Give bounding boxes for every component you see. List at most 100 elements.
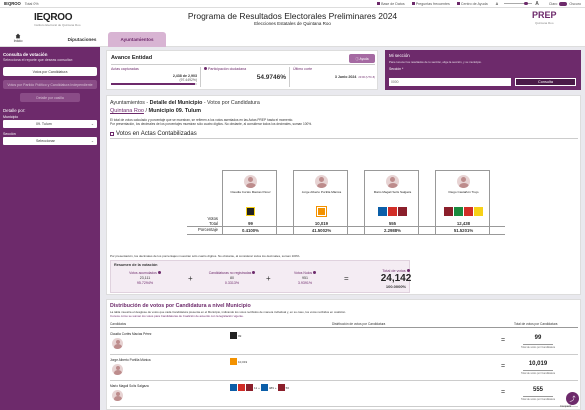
share-button[interactable]: ⤴ — [566, 392, 579, 405]
theme-label: Claro — [548, 1, 558, 6]
page-title: Programa de Resultados Electorales Preli… — [187, 11, 398, 21]
candidate-votes: 99 — [248, 221, 253, 226]
candidate-card: Diego Castañón Trejo 12,438 51.5201% — [435, 170, 490, 235]
seccion-select[interactable]: Seleccionar ⌄ — [3, 137, 97, 145]
party-logo — [444, 207, 453, 216]
col-candidatos: Candidatos — [110, 322, 127, 326]
top-brand: IEQROO — [4, 1, 21, 6]
link-preguntas[interactable]: Preguntas frecuentes — [411, 2, 450, 6]
party-logo — [378, 207, 387, 216]
row-candidate-name: Jorge Alberto Portilla Mánica — [110, 358, 151, 362]
info-icon[interactable] — [252, 271, 256, 274]
municipio-select[interactable]: 09. Tulum ⌄ — [3, 120, 97, 128]
candidate-card: Jorge Alberto Portilla Mánica 10,019 41.… — [293, 170, 348, 235]
font-size-slider[interactable] — [504, 1, 533, 6]
row-breakdown: 11 + 489 + 56 — [230, 384, 289, 391]
table-row: Mario Magali Solís Salgaza 11 + 489 + 56 =… — [110, 381, 578, 407]
candidate-votes: 12,438 — [456, 221, 471, 226]
corte-time: 23:00 (UTC-5) — [358, 76, 375, 79]
info-icon[interactable] — [406, 269, 410, 272]
breadcrumb: Quintana Roo / Municipio 09. Tulum — [110, 108, 202, 114]
chevron-down-icon: ⌄ — [90, 122, 94, 126]
info-icon: ⓘ — [355, 57, 360, 61]
party-logo — [388, 207, 397, 216]
equals-icon: = — [501, 389, 506, 396]
corte-value: 3 Junio 2024 — [334, 75, 357, 79]
consulta-button[interactable]: Consulta — [515, 78, 576, 86]
distribucion-card: Distribución de votos por Candidatura a … — [106, 299, 581, 410]
nav-bar: Inicio Diputaciones Ayuntamientos — [0, 30, 585, 47]
distribucion-link[interactable]: Conoce cómo se suman los votos para Cand… — [110, 313, 244, 318]
divider — [110, 327, 578, 328]
party-logo — [230, 332, 237, 339]
votos-partido-button[interactable]: Votos por Partido Político y Candidatura… — [3, 80, 97, 89]
candidate-card: Claudia Cortés Macías Pérez 99 0.4100% — [222, 170, 277, 235]
party-logo — [474, 207, 483, 216]
party-logo — [246, 207, 255, 216]
seccion-input-label: Sección * — [389, 67, 404, 71]
link-base-datos[interactable]: Base de Datos — [377, 2, 405, 6]
seccion-input[interactable]: 0000 — [389, 78, 511, 86]
no-reg-value: 80 — [230, 276, 234, 280]
acumulados-value: 23,111 — [139, 276, 151, 280]
font-plus-icon[interactable]: A — [535, 0, 539, 7]
mi-seccion-panel: Mi sección Para conocer los resultados d… — [385, 50, 581, 90]
breadcrumb-quintana-roo[interactable]: Quintana Roo — [110, 108, 144, 114]
divider — [111, 64, 375, 65]
ayuda-button[interactable]: ⓘ Ayuda — [349, 54, 375, 63]
candidate-photo — [386, 175, 399, 188]
votos-candidatura-button[interactable]: Votos por Candidatura — [3, 67, 97, 76]
candidate-name: Mario Magali Solís Salgaza — [373, 190, 412, 194]
slider-handle[interactable] — [524, 1, 528, 6]
page-subtitle: Elecciones Estatales de Quintana Roo — [254, 21, 331, 26]
sidebar-title: Consulta de votación — [3, 52, 48, 57]
actas-progress-fill — [111, 83, 195, 85]
col-total: Total de votos por Candidatura — [514, 322, 558, 326]
ieqroo-logo[interactable]: IEQROO — [34, 12, 73, 23]
info-icon[interactable] — [157, 271, 161, 274]
actas-progress-bar — [111, 83, 197, 85]
plus-icon: + — [188, 274, 193, 283]
tab-ayuntamientos[interactable]: Ayuntamientos — [108, 32, 166, 47]
font-minus-icon[interactable]: A — [495, 1, 499, 6]
candidate-name: Jorge Alberto Portilla Mánica — [301, 190, 342, 194]
row-total-label: Total de votos por Candidatura — [520, 372, 556, 375]
prep-logo[interactable]: PREP — [532, 10, 557, 20]
candidate-photo — [315, 175, 328, 188]
mi-seccion-note: Para conocer los resultados de tu secció… — [389, 60, 482, 64]
candidate-photo — [244, 175, 257, 188]
detalle-municipio-card: Ayuntamientos - Detalle del Municipio - … — [106, 95, 581, 295]
avatar — [112, 364, 123, 375]
participacion-value: 54.9746% — [256, 74, 286, 81]
detalle-casilla-button[interactable]: Detalle por casilla — [20, 93, 80, 102]
table-row: Jorge Alberto Portilla Mánica 10,019 = 1… — [110, 355, 578, 381]
row-label-porcentaje: Porcentaje — [197, 227, 218, 232]
party-logo — [277, 384, 285, 391]
info-icon[interactable] — [313, 271, 317, 274]
votos-nulos: Votos Nulos 951 3.9391% — [277, 271, 333, 285]
top-subtitle: Total 0% — [24, 1, 39, 6]
candidate-pct: 0.4100% — [242, 228, 259, 233]
candidate-pct: 51.5201% — [453, 228, 474, 233]
help-icon — [456, 2, 460, 5]
candidate-votes: 555 — [388, 221, 397, 226]
detalle-heading: Ayuntamientos - Detalle del Municipio - … — [110, 100, 260, 106]
row-breakdown: 99 — [230, 332, 241, 339]
theme-toggle[interactable] — [559, 1, 568, 6]
nulos-pct: 3.9391% — [297, 281, 313, 285]
top-bar: IEQROO Total 0% Base de Datos Preguntas … — [0, 0, 585, 8]
avatar — [112, 390, 123, 401]
info-icon[interactable] — [204, 67, 207, 70]
resumen-votacion: Resumen de la votación Votos acumulados … — [110, 260, 411, 293]
seccion-label: Sección — [3, 132, 16, 136]
tab-diputaciones[interactable]: Diputaciones — [67, 37, 97, 42]
candidate-name: Diego Castañón Trejo — [448, 190, 479, 194]
link-centro-ayuda[interactable]: Centro de Ayuda — [456, 2, 488, 6]
home-button[interactable]: Inicio — [10, 33, 26, 43]
party-logos — [223, 207, 278, 216]
row-label-votos: Votos — [207, 216, 218, 221]
equals-icon: = — [501, 363, 506, 370]
row-total: 10,019 — [528, 361, 548, 367]
candidate-photo — [457, 175, 470, 188]
row-total-label: Total de votos por Candidatura — [520, 398, 556, 401]
